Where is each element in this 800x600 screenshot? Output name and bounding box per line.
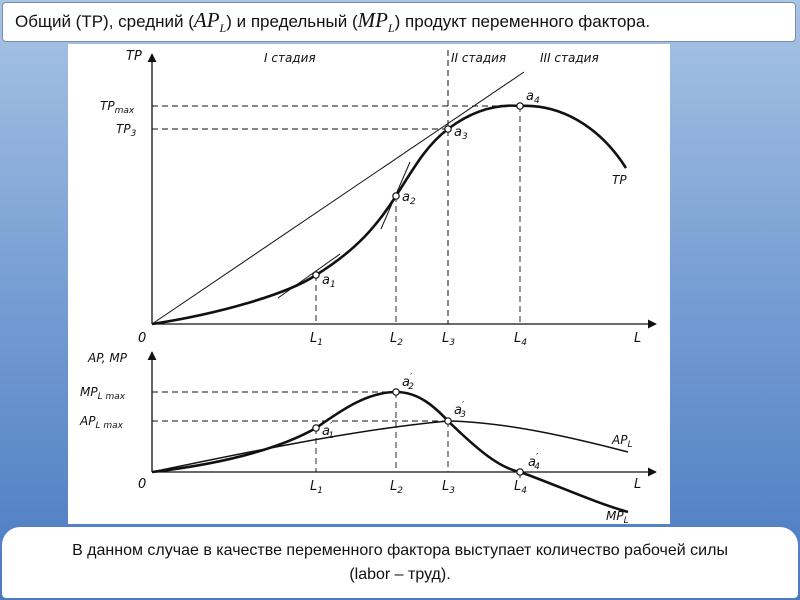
apmp-l1-label: L1 xyxy=(310,479,323,496)
point-a3 xyxy=(444,125,452,133)
point-a4-prime xyxy=(516,468,524,476)
tp-x-label: L xyxy=(634,331,641,346)
label-a4-prime: a′ 4 xyxy=(528,452,540,472)
label-a2: a2 xyxy=(402,190,416,207)
point-a1-prime xyxy=(312,424,320,432)
label-a1: a1 xyxy=(322,273,336,290)
apmp-x-label: L xyxy=(634,477,641,492)
apmp-l2-label: L2 xyxy=(390,479,403,496)
tp3-label: TP3 xyxy=(116,122,137,139)
tangent-ray xyxy=(151,71,525,325)
point-a2-prime xyxy=(392,388,400,396)
tp-chart: TP L 0 I стадия II стадия III стадия TPm… xyxy=(100,49,657,348)
title-text-2: ) и предельный ( xyxy=(226,12,358,31)
label-a1-prime: a′ 1 xyxy=(322,421,334,441)
label-a3-prime: a′ 3 xyxy=(454,400,466,420)
stage-2-label: II стадия xyxy=(451,51,506,65)
mp-l-symbol: MPL xyxy=(357,7,395,36)
apmax-label: APL max xyxy=(79,414,124,431)
production-diagram: TP L 0 I стадия II стадия III стадия TPm… xyxy=(68,44,670,524)
stage-1-label: I стадия xyxy=(264,51,316,65)
note-text: В данном случае в качестве переменного ф… xyxy=(72,541,728,583)
production-diagram-svg: TP L 0 I стадия II стадия III стадия TPm… xyxy=(79,49,657,524)
title-text-1: Общий (ТР), средний ( xyxy=(15,12,194,31)
tp-y-label: TP xyxy=(126,49,142,64)
point-a4 xyxy=(516,102,524,110)
tp-l2-label: L2 xyxy=(390,331,403,348)
tp-curve xyxy=(151,104,628,326)
title-text-3: ) продукт переменного фактора. xyxy=(394,12,651,31)
stage-3-label: III стадия xyxy=(540,51,599,65)
mp-curve-label: MPL xyxy=(606,509,629,524)
point-a1 xyxy=(312,271,320,279)
tp-l1-label: L1 xyxy=(310,331,323,348)
point-a3-prime xyxy=(444,417,452,425)
mpmax-label: MPL max xyxy=(80,385,126,402)
apmp-y-label: AP, MP xyxy=(87,351,128,365)
point-a2 xyxy=(392,192,400,200)
ap-curve xyxy=(151,420,629,473)
tpmax-label: TPmax xyxy=(100,99,135,116)
label-a3: a3 xyxy=(454,125,468,142)
tp-curve-label: TP xyxy=(612,173,627,187)
ap-mp-chart: AP, MP L 0 MPL max APL max L1 L2 L3 L4 a… xyxy=(79,351,657,524)
ap-curve-label: APL xyxy=(611,433,632,450)
note-box: В данном случае в качестве переменного ф… xyxy=(2,527,798,598)
apmp-l4-label: L4 xyxy=(514,479,527,496)
ap-l-symbol: APL xyxy=(193,7,227,36)
label-a2-prime: a′ 2 xyxy=(402,372,414,392)
tangent-a1 xyxy=(277,253,341,299)
mp-curve xyxy=(151,390,629,514)
slide-title: Общий (ТР), средний ( APL ) и предельный… xyxy=(2,2,796,42)
tp-origin-label: 0 xyxy=(138,331,146,346)
label-a4: a4 xyxy=(526,89,540,106)
tp-l4-label: L4 xyxy=(514,331,527,348)
apmp-l3-label: L3 xyxy=(442,479,455,496)
tp-l3-label: L3 xyxy=(442,331,455,348)
apmp-origin-label: 0 xyxy=(138,477,146,492)
